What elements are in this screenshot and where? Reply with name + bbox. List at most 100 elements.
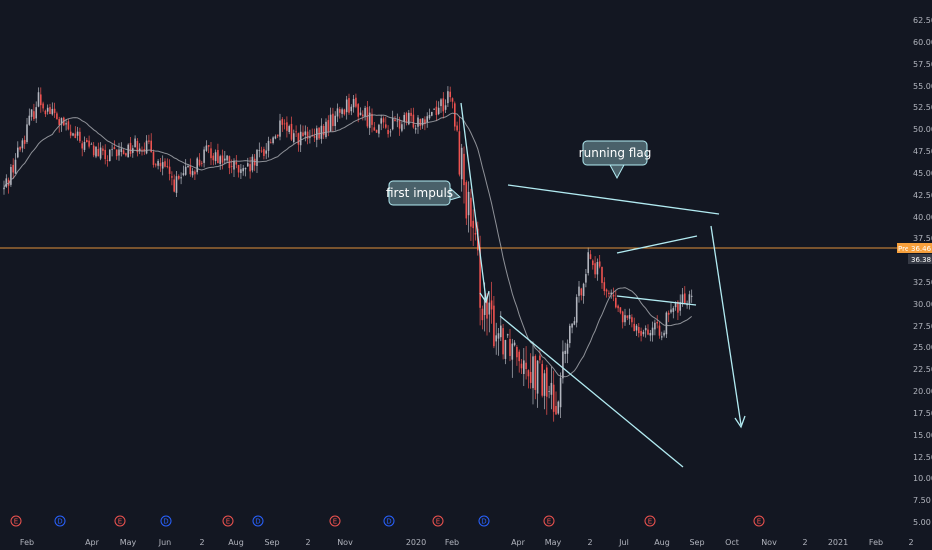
- candle: [651, 321, 654, 342]
- event-circle: [54, 515, 66, 527]
- candle: [408, 110, 410, 126]
- candle: [256, 149, 258, 174]
- candle: [51, 102, 54, 116]
- dividend-marker[interactable]: D: [54, 515, 66, 527]
- candle: [205, 140, 208, 152]
- candle-body: [249, 164, 251, 172]
- candle-body: [92, 145, 95, 156]
- earnings-marker[interactable]: E: [644, 515, 656, 527]
- candle-body: [688, 294, 691, 304]
- candle: [207, 144, 210, 154]
- candle: [143, 142, 146, 155]
- candle-body: [244, 168, 247, 170]
- candle-body: [546, 367, 548, 397]
- candle: [447, 86, 449, 108]
- candle-body: [21, 140, 24, 149]
- candle: [417, 114, 419, 134]
- candle: [493, 295, 495, 349]
- dividend-marker[interactable]: D: [160, 515, 172, 527]
- callout-running-flag[interactable]: running flag: [579, 140, 652, 180]
- candle-body: [19, 146, 21, 150]
- candle-body: [134, 138, 136, 148]
- candle: [33, 103, 35, 121]
- candle-body: [247, 163, 249, 167]
- candle-body: [444, 105, 447, 110]
- candle-body: [601, 267, 603, 283]
- candle-body: [686, 304, 688, 306]
- earnings-marker[interactable]: E: [543, 515, 555, 527]
- candle-body: [145, 140, 148, 154]
- candle: [403, 112, 405, 130]
- candle: [633, 317, 635, 332]
- candle: [357, 102, 359, 123]
- candle: [378, 123, 380, 138]
- candle-body: [242, 168, 244, 172]
- candle-body: [329, 114, 332, 132]
- candle-body: [136, 140, 139, 153]
- candle-body: [207, 145, 210, 147]
- candle-body: [288, 126, 290, 133]
- candle: [345, 95, 348, 120]
- candle: [19, 146, 21, 152]
- candle-body: [293, 133, 295, 143]
- candle-body: [419, 118, 422, 126]
- candle: [658, 322, 661, 339]
- candle: [65, 119, 67, 131]
- x-tick-label: Nov: [337, 538, 353, 547]
- candle: [306, 126, 309, 145]
- candle-body: [122, 150, 125, 155]
- candle: [557, 400, 560, 415]
- second-price-badge: [908, 254, 932, 264]
- dividend-marker[interactable]: D: [252, 515, 264, 527]
- candle-body: [217, 150, 219, 164]
- candle: [509, 329, 511, 362]
- candle: [552, 370, 555, 422]
- candle-body: [502, 328, 504, 355]
- earnings-marker[interactable]: E: [10, 515, 22, 527]
- candle: [391, 110, 394, 131]
- earnings-marker[interactable]: E: [114, 515, 126, 527]
- candle-body: [286, 122, 288, 131]
- candle-body: [270, 142, 272, 144]
- candle-body: [237, 164, 240, 173]
- y-tick-label: 7.50: [913, 496, 931, 505]
- candle-body: [403, 115, 405, 122]
- candle: [405, 111, 408, 126]
- candle: [102, 145, 104, 156]
- pre-tag-text: Pre: [898, 245, 909, 253]
- candle: [293, 129, 295, 144]
- candle: [467, 181, 470, 233]
- candle-body: [357, 104, 359, 117]
- event-circle: [644, 515, 656, 527]
- earnings-marker[interactable]: E: [329, 515, 341, 527]
- candle-body: [97, 149, 100, 157]
- dividend-marker[interactable]: D: [478, 515, 490, 527]
- candle-body: [138, 148, 141, 152]
- earnings-marker[interactable]: E: [432, 515, 444, 527]
- candle: [83, 136, 86, 153]
- x-tick-label: Apr: [511, 538, 526, 547]
- price-axis[interactable]: 62.50 60.00 57.50 55.00 52.50 50.00 47.50 45.00…: [913, 16, 932, 527]
- x-tick-label: May: [545, 538, 562, 547]
- callout-first-impuls[interactable]: first impuls: [386, 180, 461, 206]
- candle: [587, 247, 589, 276]
- candle-body: [53, 108, 56, 113]
- earnings-marker[interactable]: E: [222, 515, 234, 527]
- x-tick-label: Nov: [761, 538, 777, 547]
- candle: [578, 280, 580, 303]
- dividend-marker[interactable]: D: [383, 515, 395, 527]
- y-tick-label: 57.50: [913, 60, 932, 69]
- candle: [513, 340, 516, 347]
- candle-body: [555, 405, 557, 415]
- candle-body: [677, 301, 679, 313]
- candle: [608, 290, 610, 298]
- earnings-marker[interactable]: E: [753, 515, 765, 527]
- candle: [686, 300, 688, 309]
- candle-body: [56, 113, 58, 120]
- candle: [642, 329, 645, 337]
- candle-body: [536, 360, 539, 394]
- time-axis[interactable]: Feb Apr May Jun 2 Aug Sep 2 Nov 2020 Feb Apr May 2 Jul…: [20, 538, 914, 547]
- candle: [546, 364, 548, 415]
- candle-body: [454, 103, 456, 127]
